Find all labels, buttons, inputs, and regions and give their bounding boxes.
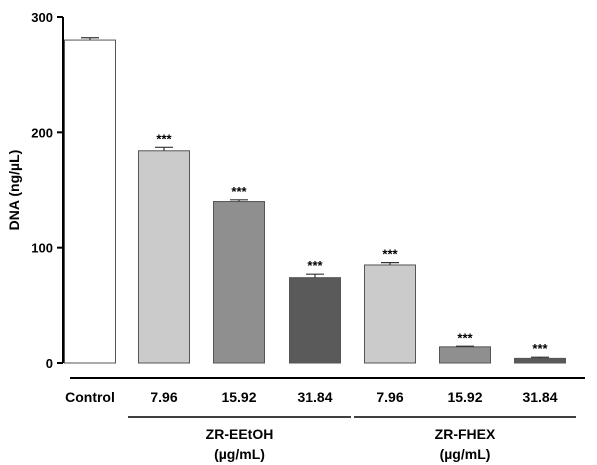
category-label: 15.92 xyxy=(447,389,482,405)
significance-label: *** xyxy=(457,330,473,345)
category-label: 7.96 xyxy=(150,389,177,405)
bar xyxy=(138,150,190,364)
y-axis-title: DNA (ng/µL) xyxy=(6,150,22,231)
bar xyxy=(364,264,416,364)
category-label: 15.92 xyxy=(221,389,256,405)
bar xyxy=(514,357,566,364)
plot-area: 0 100 200 300 Control *** 7.96 *** 15.92 *** 31.84… xyxy=(31,10,585,462)
group-unit-label: (µg/mL) xyxy=(214,446,265,462)
y-tick-label: 300 xyxy=(31,10,53,25)
y-tick-label: 0 xyxy=(46,356,53,371)
category-label: 31.84 xyxy=(297,389,332,405)
category-label: 7.96 xyxy=(376,389,403,405)
significance-label: *** xyxy=(382,247,398,262)
significance-label: *** xyxy=(231,184,247,199)
bar xyxy=(213,201,265,364)
group-unit-label: (µg/mL) xyxy=(440,446,491,462)
significance-label: *** xyxy=(532,341,548,356)
significance-label: *** xyxy=(156,131,172,146)
bar xyxy=(289,277,341,364)
bar xyxy=(439,346,491,364)
y-tick-label: 200 xyxy=(31,125,53,140)
group-label: ZR-EEtOH xyxy=(206,426,274,442)
category-label: 31.84 xyxy=(522,389,557,405)
category-label: Control xyxy=(65,389,115,405)
bar xyxy=(64,39,116,364)
significance-label: *** xyxy=(307,258,323,273)
y-tick-label: 100 xyxy=(31,241,53,256)
group-label: ZR-FHEX xyxy=(435,426,496,442)
